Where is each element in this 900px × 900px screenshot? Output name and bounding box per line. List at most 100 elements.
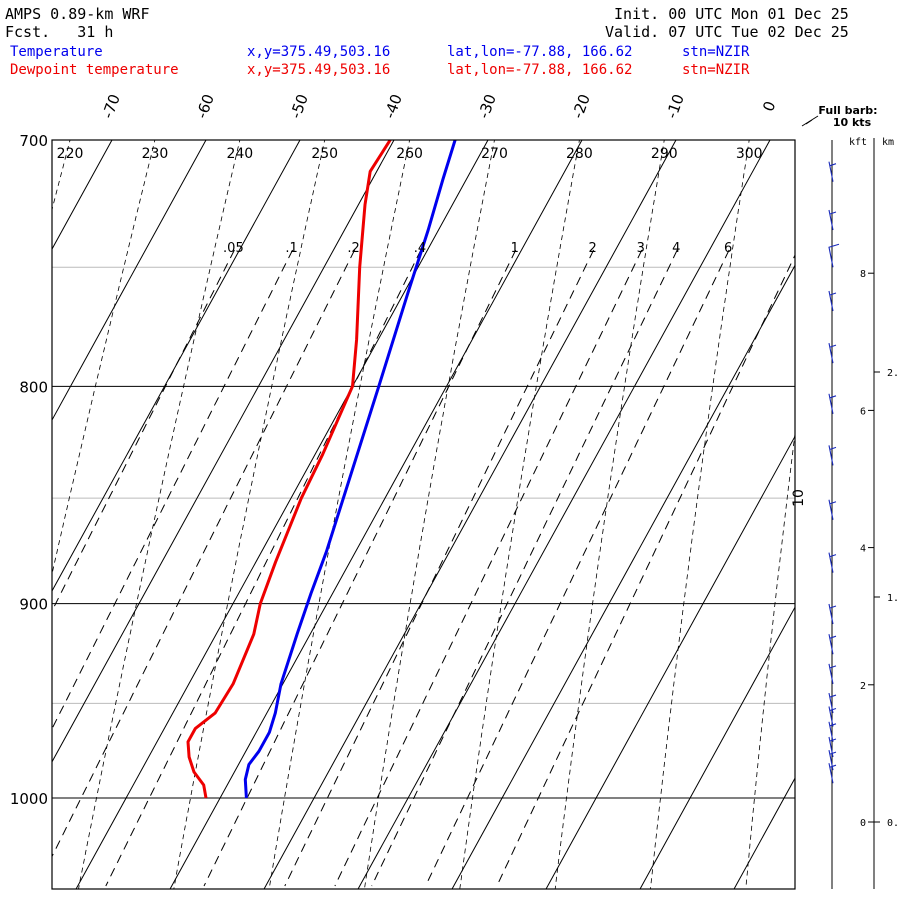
km-tick-label: 2. [887,368,899,379]
mixing-ratio-label: 10 [791,489,807,507]
mixing-ratio-label: 2 [588,241,596,256]
init-time: Init. 00 UTC Mon 01 Dec 25 [614,5,849,23]
dry-adiabat-line [840,120,900,900]
mixing-ratio-label: .2 [347,241,359,256]
model-title: AMPS 0.89-km WRF [5,5,150,23]
wind-barb [828,243,840,268]
forecast-label: Fcst. [5,23,51,41]
isotherm-line [733,777,795,889]
pressure-tick-label: 1000 [10,790,48,808]
dry-adiabat-label: 250 [311,146,338,162]
wind-barb [828,343,837,364]
wind-barb [828,161,837,182]
isotherm-label: -30 [475,92,500,121]
legend-temperature-latlon: lat,lon=-77.88, 166.62 [447,44,633,60]
mixing-ratio-line [52,249,356,858]
isotherm-label: -70 [99,92,124,121]
kft-tick-label: 8 [860,269,866,280]
temperature-profile-line [243,140,457,799]
dry-adiabat-label: 300 [736,146,763,162]
isotherm-line [639,606,795,889]
wind-barb [828,692,837,714]
dry-adiabat-line [554,140,665,889]
plot-frame [51,139,796,890]
dry-adiabat-line [173,140,326,889]
dry-adiabat-label: 270 [481,146,508,162]
legend-temperature-stn: stn=NZIR [682,44,750,60]
wind-barb [828,750,837,771]
isotherm-label: -10 [663,92,688,121]
dry-adiabat-label: 260 [396,146,423,162]
dewpoint-profile-line [186,140,392,799]
legend-temperature-name: Temperature [10,44,103,60]
wind-barb [828,663,837,684]
init-label: Init. [614,5,660,23]
mixing-ratio-label: 6 [724,241,732,256]
mixing-ratio-label: 3 [637,241,645,256]
mixing-ratio-line [203,249,517,887]
pressure-tick-label: 900 [19,596,48,614]
mixing-ratio-label: .1 [285,241,297,256]
dry-adiabat-line [650,140,750,889]
init-value: 00 UTC Mon 01 Dec 25 [668,5,849,23]
wind-barb [828,706,837,727]
pressure-tick-label: 800 [19,378,48,396]
wind-barb [828,763,837,784]
mixing-ratio-label: .4 [414,241,426,256]
isotherm-label: -50 [287,92,312,121]
kft-tick-label: 0 [860,818,866,829]
kft-tick-label: 2 [860,681,866,692]
isotherm-line [0,140,18,889]
wind-key-barb-icon [801,115,819,127]
dry-adiabat-line [459,140,580,889]
wind-key-line1: Full barb: [818,104,877,117]
dry-adiabat-label: 280 [566,146,593,162]
valid-time: Valid. 07 UTC Tue 02 Dec 25 [605,23,849,41]
wind-barb [828,445,837,466]
dry-adiabat-line [78,140,241,889]
km-tick-label: 1. [887,593,899,604]
mixing-ratio-label: 4 [672,241,680,256]
wind-barb [828,290,837,312]
isotherm-label: -60 [193,92,218,121]
forecast-value: 31 h [77,23,114,41]
km-tick-label: 0. [887,818,899,829]
height-unit-km: km [882,137,894,148]
wind-barb [828,499,837,520]
mixing-ratio-line [105,249,422,887]
isotherm-label: -20 [569,92,594,121]
isotherm-line [545,435,795,889]
wind-key-line2: 10 kts [833,116,872,129]
mixing-ratio-line [496,254,795,887]
wind-barb [828,603,837,625]
mixing-ratio-line [425,249,730,887]
isotherm-line [263,140,677,889]
dry-adiabat-label: 290 [651,146,678,162]
dry-adiabat-label: 220 [57,146,84,162]
legend-dewpoint-xy: x,y=375.49,503.16 [247,62,391,78]
isotherm-line [52,140,207,422]
pressure-tick-label: 700 [19,132,48,150]
isotherm-label: -40 [381,92,406,121]
height-unit-kft: kft [849,137,867,148]
valid-label: Valid. [605,23,660,41]
kft-tick-label: 4 [860,544,866,555]
mixing-ratio-label: 1 [511,241,519,256]
isotherm-line [52,140,301,592]
mixing-ratio-label: .05 [223,241,244,256]
dry-adiabat-line [364,140,495,889]
legend-dewpoint-stn: stn=NZIR [682,62,750,78]
isotherm-label: 0 [759,99,779,114]
wind-barb [828,552,837,573]
dry-adiabat-line [52,140,71,212]
dry-adiabat-line [52,140,156,576]
mixing-ratio-line [334,249,643,887]
forecast-hour: Fcst. 31 h [5,23,113,41]
valid-value: 07 UTC Tue 02 Dec 25 [668,23,849,41]
dry-adiabat-label: 240 [226,146,253,162]
wind-barb [828,393,837,414]
dry-adiabat-label: 230 [142,146,169,162]
dry-adiabat-line [268,140,411,889]
legend-temperature-xy: x,y=375.49,503.16 [247,44,391,60]
wind-barb [828,634,837,655]
